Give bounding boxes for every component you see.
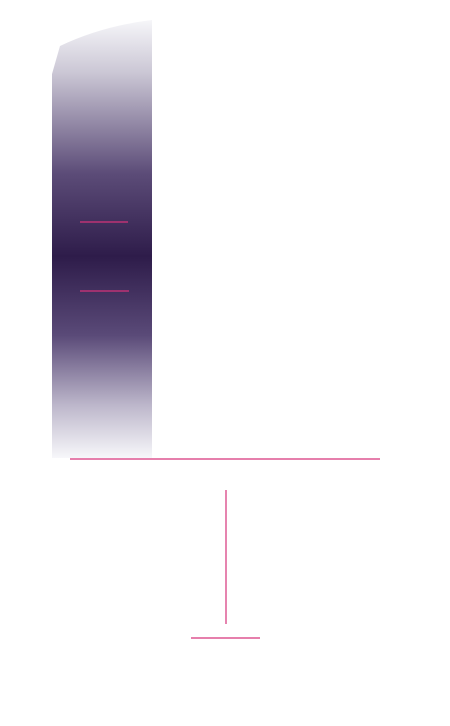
gradient-panel [52, 20, 152, 458]
